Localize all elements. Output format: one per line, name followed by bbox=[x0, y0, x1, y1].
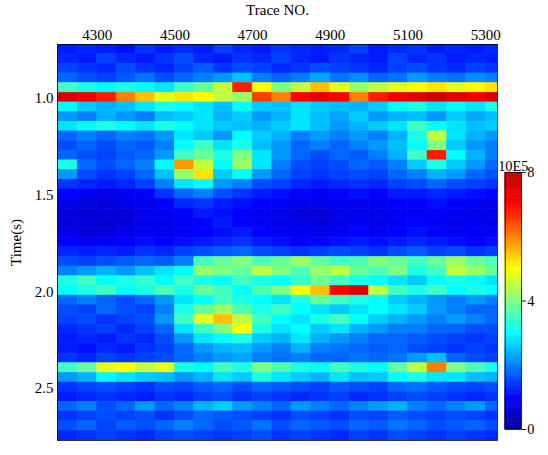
svg-text:Trace NO.: Trace NO. bbox=[246, 2, 309, 18]
svg-text:8: 8 bbox=[527, 164, 535, 181]
svg-text:2.0: 2.0 bbox=[35, 284, 54, 300]
svg-text:4300: 4300 bbox=[82, 27, 112, 43]
svg-text:4900: 4900 bbox=[315, 27, 345, 43]
svg-text:4700: 4700 bbox=[238, 27, 268, 43]
svg-text:4500: 4500 bbox=[160, 27, 190, 43]
svg-text:Time(s): Time(s) bbox=[8, 219, 25, 266]
svg-text:5300: 5300 bbox=[471, 27, 501, 43]
svg-text:1.0: 1.0 bbox=[35, 90, 54, 106]
svg-text:0: 0 bbox=[527, 421, 534, 437]
svg-text:1.5: 1.5 bbox=[35, 187, 54, 203]
svg-text:2.5: 2.5 bbox=[35, 380, 54, 396]
svg-text:4: 4 bbox=[527, 293, 534, 309]
svg-text:5100: 5100 bbox=[393, 27, 423, 43]
svg-text:10E5: 10E5 bbox=[498, 158, 528, 174]
